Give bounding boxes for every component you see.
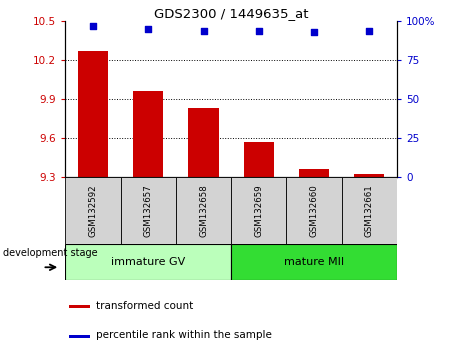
Bar	[69, 305, 91, 308]
Point	[366, 28, 373, 33]
Point	[255, 28, 262, 33]
Bar	[354, 175, 384, 177]
Text: immature GV: immature GV	[111, 257, 185, 267]
FancyBboxPatch shape	[342, 177, 397, 244]
FancyBboxPatch shape	[286, 177, 342, 244]
Title: GDS2300 / 1449635_at: GDS2300 / 1449635_at	[154, 7, 308, 20]
Text: GSM132657: GSM132657	[144, 184, 153, 237]
Text: development stage: development stage	[3, 248, 98, 258]
Point	[310, 29, 318, 35]
Text: mature MII: mature MII	[284, 257, 344, 267]
Text: GSM132660: GSM132660	[309, 184, 318, 237]
Bar	[244, 142, 274, 177]
Point	[145, 26, 152, 32]
Bar	[78, 51, 108, 177]
FancyBboxPatch shape	[65, 244, 231, 280]
Bar	[69, 335, 91, 338]
Bar	[189, 108, 219, 177]
Point	[200, 28, 207, 33]
Text: transformed count: transformed count	[96, 301, 193, 311]
Text: percentile rank within the sample: percentile rank within the sample	[96, 330, 272, 341]
Text: GSM132592: GSM132592	[88, 184, 97, 237]
FancyBboxPatch shape	[231, 244, 397, 280]
Text: GSM132659: GSM132659	[254, 184, 263, 237]
FancyBboxPatch shape	[121, 177, 176, 244]
FancyBboxPatch shape	[65, 177, 121, 244]
FancyBboxPatch shape	[231, 177, 286, 244]
Bar	[133, 91, 163, 177]
Text: GSM132661: GSM132661	[365, 184, 374, 237]
Text: GSM132658: GSM132658	[199, 184, 208, 237]
Bar	[299, 169, 329, 177]
FancyBboxPatch shape	[176, 177, 231, 244]
Point	[89, 23, 97, 29]
